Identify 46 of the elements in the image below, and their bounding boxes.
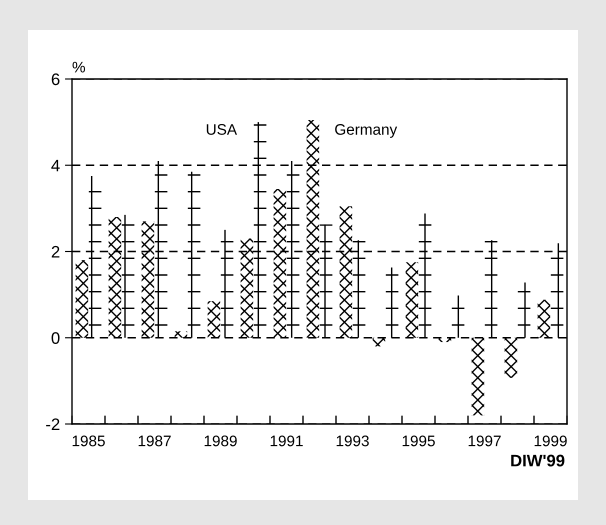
bar — [386, 267, 398, 338]
series-label: USA — [206, 124, 238, 135]
y-tick-label: 0 — [52, 332, 60, 344]
bar — [306, 120, 320, 338]
x-tick-label: 1993 — [336, 436, 369, 446]
y-tick-label: 4 — [51, 160, 60, 172]
bar — [108, 217, 122, 338]
series-label: Germany — [335, 124, 398, 138]
bar — [88, 176, 102, 338]
bar — [406, 262, 418, 338]
bar — [208, 301, 220, 338]
x-tick-label: 1999 — [534, 436, 567, 446]
y-axis-title: % — [72, 62, 86, 72]
x-tick-label: 1991 — [270, 436, 303, 446]
bar — [154, 160, 168, 338]
bar — [452, 295, 464, 338]
x-tick-label: 1989 — [204, 436, 237, 446]
bar — [504, 338, 518, 378]
bar — [484, 240, 498, 338]
y-tick-label: -2 — [46, 418, 60, 430]
x-tick-label: 1995 — [402, 436, 435, 446]
bar — [372, 338, 386, 346]
y-tick-label: 6 — [52, 73, 60, 86]
x-tick-label: 1987 — [138, 436, 171, 446]
bar — [76, 260, 88, 338]
text: DIW'99 — [511, 454, 564, 466]
bar — [254, 122, 266, 338]
x-tick-label: 1997 — [468, 436, 501, 446]
bar — [352, 240, 366, 338]
bar — [438, 338, 452, 342]
x-tick-label: 1985 — [72, 436, 105, 446]
bar — [142, 221, 154, 338]
bar — [286, 160, 300, 338]
y-tick-label: 2 — [52, 246, 60, 258]
bar — [418, 214, 432, 338]
bar — [518, 282, 530, 338]
bar — [220, 230, 234, 338]
bar — [538, 300, 550, 338]
bar — [274, 188, 286, 338]
bar — [240, 238, 254, 338]
bar — [188, 172, 200, 338]
bar — [550, 243, 564, 338]
bar — [122, 214, 134, 338]
bar — [320, 224, 332, 338]
bar — [340, 206, 352, 338]
bar — [472, 338, 484, 416]
